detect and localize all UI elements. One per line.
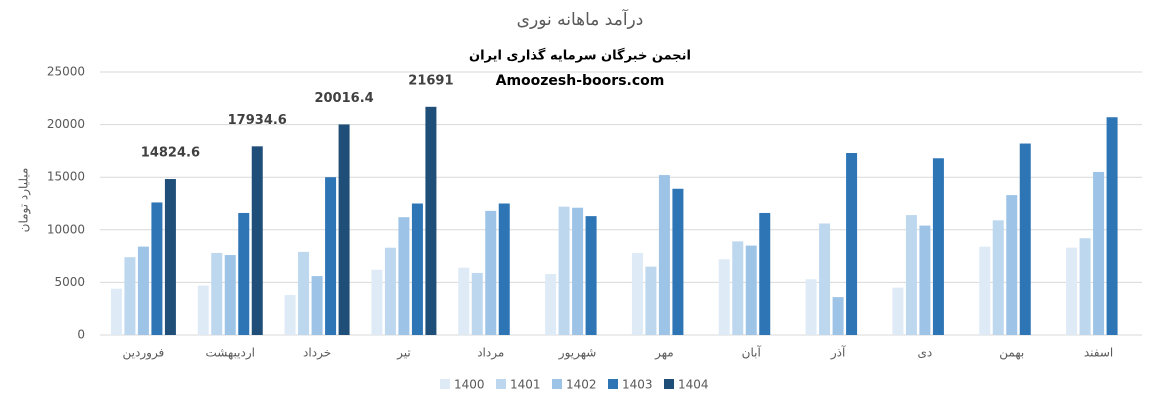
bar [631, 252, 643, 335]
bar [585, 216, 597, 335]
bar [458, 267, 470, 335]
bar [932, 158, 944, 335]
bar [298, 251, 310, 335]
bar [164, 179, 176, 335]
bar [658, 175, 670, 335]
bar [572, 207, 584, 335]
bar [471, 272, 483, 335]
bar [905, 215, 917, 335]
bar [1106, 117, 1118, 336]
bar [338, 124, 350, 335]
bar [137, 246, 149, 335]
bar [1019, 143, 1031, 335]
legend-label: 1404 [678, 378, 709, 392]
bar [1093, 171, 1105, 335]
data-label: 14824.6 [141, 146, 200, 161]
bar [311, 276, 323, 335]
y-axis-label: میلیارد تومان [17, 168, 32, 233]
bar [284, 295, 296, 335]
subtitle: Amoozesh-boors.com [496, 73, 665, 89]
bar [110, 288, 122, 335]
x-tick-label: مهر [654, 346, 674, 361]
x-tick-label: آذر [830, 345, 846, 361]
legend-swatch [496, 379, 506, 389]
legend-label: 1400 [454, 378, 485, 392]
bar [732, 241, 744, 335]
x-tick-label: اسفند [1084, 346, 1113, 360]
bar [325, 177, 337, 335]
bar [545, 273, 557, 335]
bar [425, 106, 437, 336]
subtitle: انجمن خبرگان سرمایه گذاری ایران [469, 48, 691, 64]
y-tick-label: 5000 [54, 275, 85, 289]
x-tick-label: فروردین [123, 346, 165, 361]
bar [1066, 247, 1078, 335]
bar [992, 220, 1004, 335]
bar [805, 279, 817, 335]
y-tick-label: 0 [77, 328, 85, 342]
y-tick-label: 25000 [47, 65, 85, 79]
bar [197, 285, 209, 335]
y-tick-label: 15000 [47, 170, 85, 184]
bar [892, 287, 904, 335]
bar [558, 206, 570, 335]
bar [979, 246, 991, 335]
y-tick-label: 20000 [47, 117, 85, 131]
bar [124, 257, 136, 335]
bar [919, 225, 931, 335]
data-label: 21691 [408, 73, 453, 88]
bar [645, 266, 657, 335]
bar [211, 252, 223, 335]
bar [759, 212, 771, 335]
legend-swatch [552, 379, 562, 389]
legend-label: 1403 [622, 378, 653, 392]
chart-title: درآمد ماهانه نوری [517, 8, 644, 30]
data-label: 20016.4 [314, 91, 373, 106]
bar [238, 212, 250, 335]
x-tick-label: شهریور [558, 346, 597, 361]
x-tick-label: بهمن [999, 346, 1024, 361]
legend-swatch [608, 379, 618, 389]
bar [485, 210, 497, 335]
x-tick-label: دی [918, 346, 933, 360]
bar [1079, 238, 1091, 335]
bar [151, 202, 163, 335]
x-tick-label: اردیبهشت [206, 346, 255, 361]
bar [398, 217, 410, 335]
legend-label: 1402 [566, 378, 597, 392]
x-tick-label: مرداد [477, 346, 504, 361]
legend-swatch [664, 379, 674, 389]
bar [384, 247, 396, 335]
bar [819, 223, 831, 335]
bar [672, 188, 684, 335]
x-tick-label: خرداد [303, 346, 331, 361]
bar [411, 203, 423, 335]
x-tick-label: آبان [742, 345, 762, 360]
bar [371, 269, 383, 335]
bar [498, 203, 510, 335]
bar [718, 259, 730, 335]
bar [1006, 195, 1018, 335]
y-tick-label: 10000 [47, 222, 85, 236]
data-label: 17934.6 [228, 113, 287, 128]
x-tick-label: تیر [396, 346, 411, 361]
bar [251, 146, 263, 335]
legend-swatch [440, 379, 450, 389]
bar [832, 297, 844, 335]
legend-label: 1401 [510, 378, 541, 392]
bar [745, 245, 757, 335]
bar [224, 255, 236, 335]
bar [846, 153, 858, 335]
